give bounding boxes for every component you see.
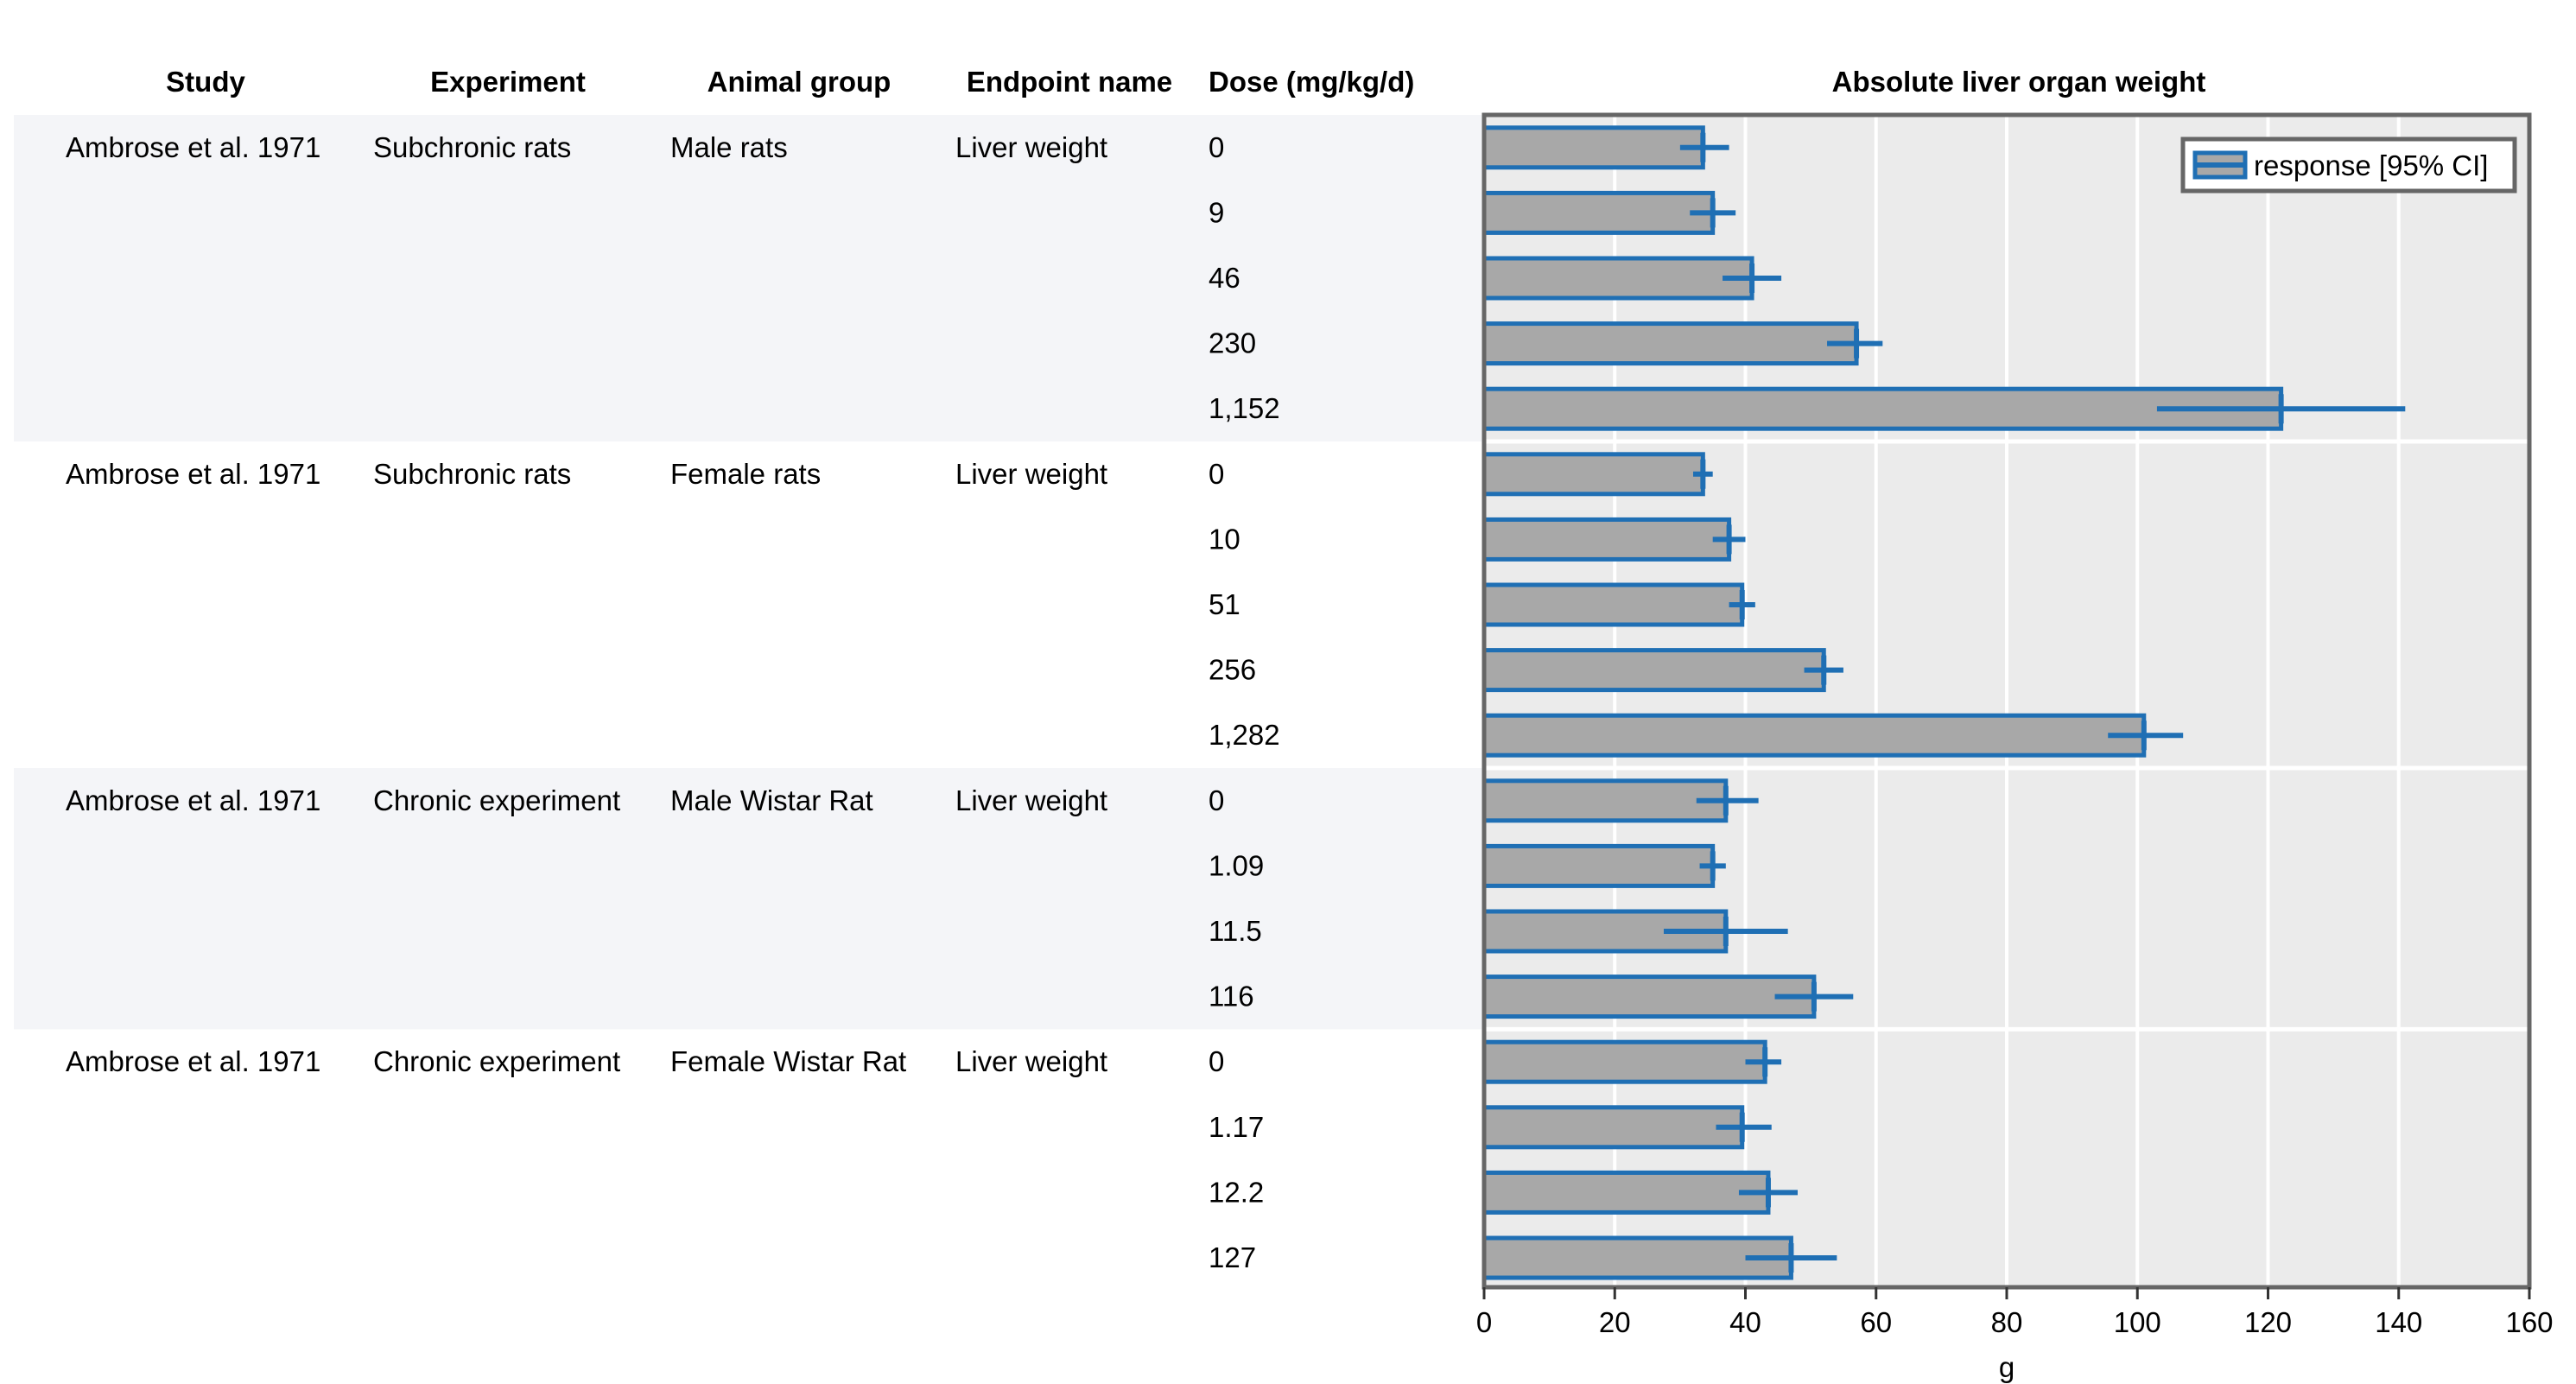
cell-dose: 51 [1209,588,1240,620]
cell-dose: 1,152 [1209,392,1280,424]
cell-experiment: Chronic experiment [373,1045,620,1077]
cell-dose: 256 [1209,654,1256,686]
bar [1482,1235,1793,1280]
cell-study: Ambrose et al. 1971 [66,784,320,816]
bar [1482,582,1745,627]
header-animal-group: Animal group [707,66,891,98]
cell-dose: 1.09 [1209,849,1264,881]
cell-endpoint: Liver weight [955,131,1107,163]
row-stripes [14,115,1484,1030]
cell-experiment: Subchronic rats [373,131,571,163]
cell-endpoint: Liver weight [955,458,1107,490]
bar [1482,843,1716,888]
x-tick-label: 160 [2505,1306,2553,1338]
cell-dose: 1,282 [1209,719,1280,751]
bar [1482,125,1705,170]
cell-dose: 9 [1209,196,1224,228]
x-axis-label: g [1999,1351,2014,1383]
cell-animal-group: Female Wistar Rat [670,1045,906,1077]
header-study: Study [166,66,245,98]
cell-study: Ambrose et al. 1971 [66,458,320,490]
header-endpoint-name: Endpoint name [967,66,1172,98]
cell-animal-group: Male rats [670,131,788,163]
bar [1482,452,1705,497]
bar [1482,1105,1745,1150]
cell-experiment: Subchronic rats [373,458,571,490]
cell-dose: 0 [1209,1045,1224,1077]
chart-title: Absolute liver organ weight [1832,66,2206,98]
x-tick-label: 100 [2114,1306,2161,1338]
bar [1482,713,2147,758]
cell-study: Ambrose et al. 1971 [66,1045,320,1077]
header-experiment: Experiment [430,66,586,98]
bar [1482,1170,1771,1215]
bar [1482,975,1817,1019]
cell-dose: 0 [1209,458,1224,490]
cell-dose: 230 [1209,327,1256,359]
bars [1482,125,2406,1280]
bar [1482,256,1754,301]
x-tick-label: 120 [2244,1306,2292,1338]
gridlines [1484,115,2529,1287]
x-tick-label: 20 [1599,1306,1631,1338]
group-stripe [14,768,1484,1030]
bar [1482,1039,1767,1084]
x-tick-label: 80 [1991,1306,2023,1338]
x-tick-label: 60 [1860,1306,1892,1338]
group-stripe [14,115,1484,441]
cell-dose: 127 [1209,1241,1256,1273]
bar [1482,517,1732,562]
cell-dose: 12.2 [1209,1176,1264,1208]
bar [1482,190,1716,235]
cell-animal-group: Male Wistar Rat [670,784,873,816]
cell-dose: 11.5 [1209,915,1262,947]
x-tick-label: 140 [2375,1306,2422,1338]
cell-dose: 10 [1209,523,1240,555]
cell-dose: 0 [1209,784,1224,816]
header-dose: Dose (mg/kg/d) [1209,66,1414,98]
legend-label: response [95% CI] [2254,149,2488,181]
x-axis: 0 20 40 60 80 100 120 140 160 [1476,1287,2554,1338]
cell-endpoint: Liver weight [955,1045,1107,1077]
cell-dose: 116 [1209,981,1254,1013]
x-tick-label: 40 [1729,1306,1761,1338]
x-tick-label: 0 [1476,1306,1492,1338]
cell-animal-group: Female rats [670,458,821,490]
cell-experiment: Chronic experiment [373,784,620,816]
cell-dose: 46 [1209,262,1240,294]
column-headers: Study Experiment Animal group Endpoint n… [166,66,2205,98]
cell-dose: 0 [1209,131,1224,163]
bar [1482,778,1729,823]
cell-endpoint: Liver weight [955,784,1107,816]
data-table: Ambrose et al. 1971 Subchronic rats Male r… [66,131,1280,1273]
cell-dose: 1.17 [1209,1111,1264,1143]
legend: response [95% CI] [2180,136,2517,194]
bar [1482,321,1859,366]
cell-study: Ambrose et al. 1971 [66,131,320,163]
bar [1482,648,1826,693]
